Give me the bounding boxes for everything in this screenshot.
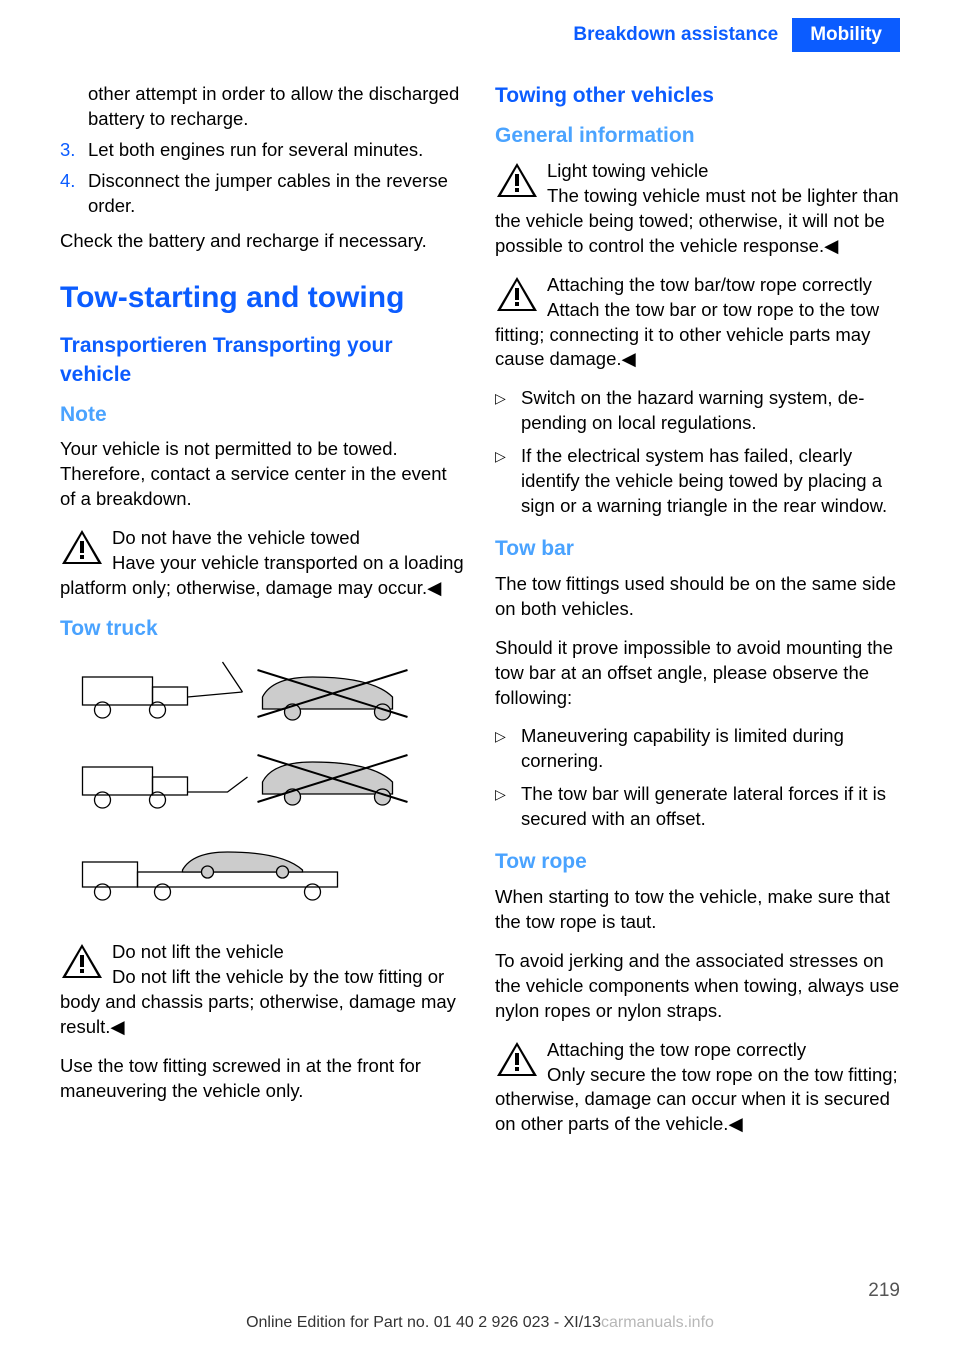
warning-block: Light towing vehicle The towing vehicle … <box>495 159 900 259</box>
warning-icon <box>495 275 539 313</box>
warning-title: Attaching the tow bar/tow rope correctly <box>495 273 900 298</box>
tow-truck-diagram <box>60 652 465 922</box>
list-text: Switch on the hazard warning system, de­… <box>521 386 900 436</box>
watermark: carmanuals.info <box>601 1314 714 1331</box>
warning-icon <box>60 942 104 980</box>
page-number: 219 <box>868 1280 900 1302</box>
paragraph: Use the tow fitting screwed in at the fr… <box>60 1054 465 1104</box>
page-footer: Online Edition for Part no. 01 40 2 926 … <box>0 1314 960 1332</box>
list-number: 3. <box>60 138 88 163</box>
list-text: If the electrical system has failed, cle… <box>521 444 900 519</box>
list-text: The tow bar will generate lateral forces… <box>521 782 900 832</box>
warning-body: The towing vehicle must not be lighter t… <box>495 184 900 259</box>
list-text: Let both engines run for several minutes… <box>88 138 465 163</box>
paragraph: The tow fittings used should be on the s… <box>495 572 900 622</box>
warning-title: Light towing vehicle <box>495 159 900 184</box>
warning-body: Attach the tow bar or tow rope to the to… <box>495 298 900 373</box>
page-header: Breakdown assistance Mobility <box>0 0 960 52</box>
heading-3: Tow bar <box>495 535 900 563</box>
warning-icon <box>495 1040 539 1078</box>
bullet-icon: ▷ <box>495 782 521 832</box>
page-content: other attempt in order to allow the dis­… <box>0 52 960 1151</box>
paragraph: Your vehicle is not permitted to be towe… <box>60 437 465 512</box>
list-item: 4. Disconnect the jumper cables in the r… <box>60 169 465 219</box>
warning-block: Attaching the tow rope correctly Only se… <box>495 1038 900 1138</box>
heading-2: Transportieren Transporting your vehicle <box>60 332 465 389</box>
paragraph: When starting to tow the vehicle, make s… <box>495 885 900 935</box>
list-item: other attempt in order to allow the dis­… <box>88 82 465 132</box>
warning-body: Only secure the tow rope on the tow fit­… <box>495 1063 900 1138</box>
warning-title: Do not lift the vehicle <box>60 940 465 965</box>
right-column: Towing other vehicles General informatio… <box>495 82 900 1151</box>
paragraph: To avoid jerking and the associated stre… <box>495 949 900 1024</box>
heading-1: Tow-starting and towing <box>60 278 465 319</box>
bullet-icon: ▷ <box>495 724 521 774</box>
list-item: ▷ If the electrical system has failed, c… <box>495 444 900 519</box>
paragraph: Check the battery and recharge if necess… <box>60 229 465 254</box>
warning-block: Do not have the vehicle towed Have your … <box>60 526 465 601</box>
heading-3: General information <box>495 122 900 150</box>
list-text: Maneuvering capability is limited during… <box>521 724 900 774</box>
heading-2: Towing other vehicles <box>495 82 900 110</box>
heading-3: Note <box>60 401 465 429</box>
heading-3: Tow rope <box>495 848 900 876</box>
list-text: Disconnect the jumper cables in the re­v… <box>88 169 465 219</box>
header-section: Breakdown assistance <box>559 18 792 52</box>
heading-3: Tow truck <box>60 615 465 643</box>
bullet-icon: ▷ <box>495 444 521 519</box>
warning-block: Do not lift the vehicle Do not lift the … <box>60 940 465 1040</box>
list-item: ▷ The tow bar will generate lateral forc… <box>495 782 900 832</box>
list-item: ▷ Switch on the hazard warning system, d… <box>495 386 900 436</box>
footer-text: Online Edition for Part no. 01 40 2 926 … <box>246 1314 601 1331</box>
bullet-icon: ▷ <box>495 386 521 436</box>
header-chapter: Mobility <box>792 18 900 52</box>
warning-title: Attaching the tow rope correctly <box>495 1038 900 1063</box>
warning-icon <box>60 528 104 566</box>
warning-icon <box>495 161 539 199</box>
warning-title: Do not have the vehicle towed <box>60 526 465 551</box>
list-item: ▷ Maneuvering capability is limited duri… <box>495 724 900 774</box>
warning-block: Attaching the tow bar/tow rope correctly… <box>495 273 900 373</box>
list-number: 4. <box>60 169 88 219</box>
warning-body: Have your vehicle transported on a load­… <box>60 551 465 601</box>
list-item: 3. Let both engines run for several minu… <box>60 138 465 163</box>
left-column: other attempt in order to allow the dis­… <box>60 82 465 1151</box>
paragraph: Should it prove impossible to avoid moun… <box>495 636 900 711</box>
warning-body: Do not lift the vehicle by the tow fitti… <box>60 965 465 1040</box>
list-text: other attempt in order to allow the dis­… <box>88 82 465 132</box>
